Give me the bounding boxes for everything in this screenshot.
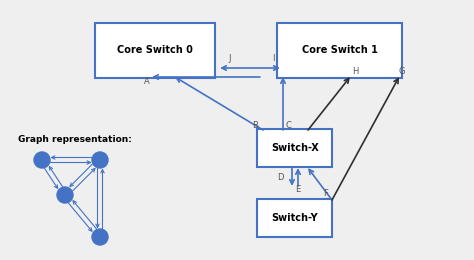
Text: D: D <box>277 172 283 181</box>
FancyArrowPatch shape <box>73 201 97 229</box>
FancyArrowPatch shape <box>45 168 58 188</box>
FancyArrowPatch shape <box>68 203 92 231</box>
FancyArrowPatch shape <box>308 79 349 130</box>
FancyArrowPatch shape <box>73 168 95 191</box>
FancyArrowPatch shape <box>154 75 260 79</box>
FancyArrowPatch shape <box>309 170 332 200</box>
Circle shape <box>92 229 108 245</box>
Circle shape <box>34 152 50 168</box>
FancyBboxPatch shape <box>257 199 332 237</box>
Text: I: I <box>273 54 275 63</box>
Text: Switch-Y: Switch-Y <box>272 213 319 223</box>
FancyBboxPatch shape <box>257 129 332 167</box>
Text: C: C <box>285 121 291 131</box>
FancyArrowPatch shape <box>70 164 92 186</box>
Text: Core Switch 0: Core Switch 0 <box>117 45 193 55</box>
FancyArrowPatch shape <box>101 170 104 229</box>
Text: H: H <box>352 68 358 76</box>
FancyArrowPatch shape <box>177 78 263 130</box>
Text: A: A <box>144 77 150 87</box>
FancyArrowPatch shape <box>96 168 99 228</box>
Circle shape <box>92 152 108 168</box>
Text: G: G <box>399 68 405 76</box>
Text: E: E <box>295 185 301 194</box>
Circle shape <box>57 187 73 203</box>
FancyArrowPatch shape <box>49 167 63 187</box>
FancyArrowPatch shape <box>281 79 285 130</box>
Text: B: B <box>252 121 258 131</box>
FancyBboxPatch shape <box>277 23 402 77</box>
Text: Graph representation:: Graph representation: <box>18 135 132 144</box>
Text: Switch-X: Switch-X <box>271 143 319 153</box>
Text: F: F <box>324 188 328 198</box>
FancyArrowPatch shape <box>222 66 278 70</box>
FancyArrowPatch shape <box>52 156 91 159</box>
Text: J: J <box>228 54 230 63</box>
Text: Core Switch 1: Core Switch 1 <box>302 45 378 55</box>
FancyArrowPatch shape <box>296 170 300 186</box>
FancyArrowPatch shape <box>290 168 294 184</box>
FancyArrowPatch shape <box>50 161 91 164</box>
FancyBboxPatch shape <box>95 23 215 77</box>
FancyArrowPatch shape <box>332 79 398 200</box>
